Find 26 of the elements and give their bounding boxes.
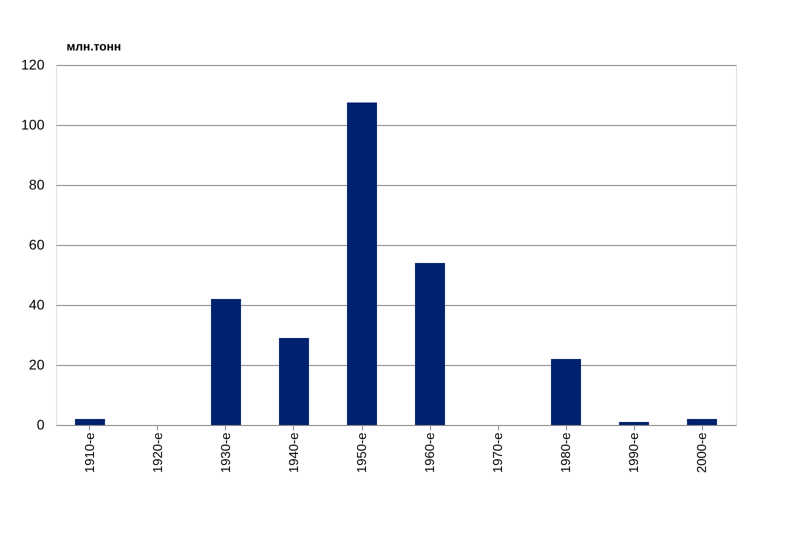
y-tick-label: 100 <box>21 116 45 132</box>
x-tick-label: 1910-е <box>82 432 97 473</box>
y-tick-label: 120 <box>21 56 45 72</box>
x-tick-label: 1920-е <box>150 432 165 473</box>
y-axis-title: млн.тонн <box>66 40 122 54</box>
x-tick-label: 1970-е <box>490 432 505 473</box>
x-tick-label: 1940-е <box>286 432 301 473</box>
bar <box>75 419 105 425</box>
y-tick-label: 20 <box>28 356 45 372</box>
x-tick-label: 1980-е <box>558 432 573 473</box>
bar <box>687 419 717 425</box>
x-tick-label: 1930-е <box>218 432 233 473</box>
bar <box>619 422 649 425</box>
y-tick-label: 80 <box>28 176 45 192</box>
x-tick-label: 1960-е <box>422 432 437 473</box>
x-tick-label: 1990-е <box>626 432 641 473</box>
bar <box>415 263 445 425</box>
y-tick-label: 0 <box>36 416 45 432</box>
bar <box>551 359 581 425</box>
bar <box>279 338 309 425</box>
x-tick-label: 1950-е <box>354 432 369 473</box>
y-tick-label: 40 <box>28 296 45 312</box>
bar <box>347 102 377 425</box>
y-tick-label: 60 <box>28 236 45 252</box>
bar <box>211 299 241 425</box>
x-tick-label: 2000-е <box>694 432 709 473</box>
